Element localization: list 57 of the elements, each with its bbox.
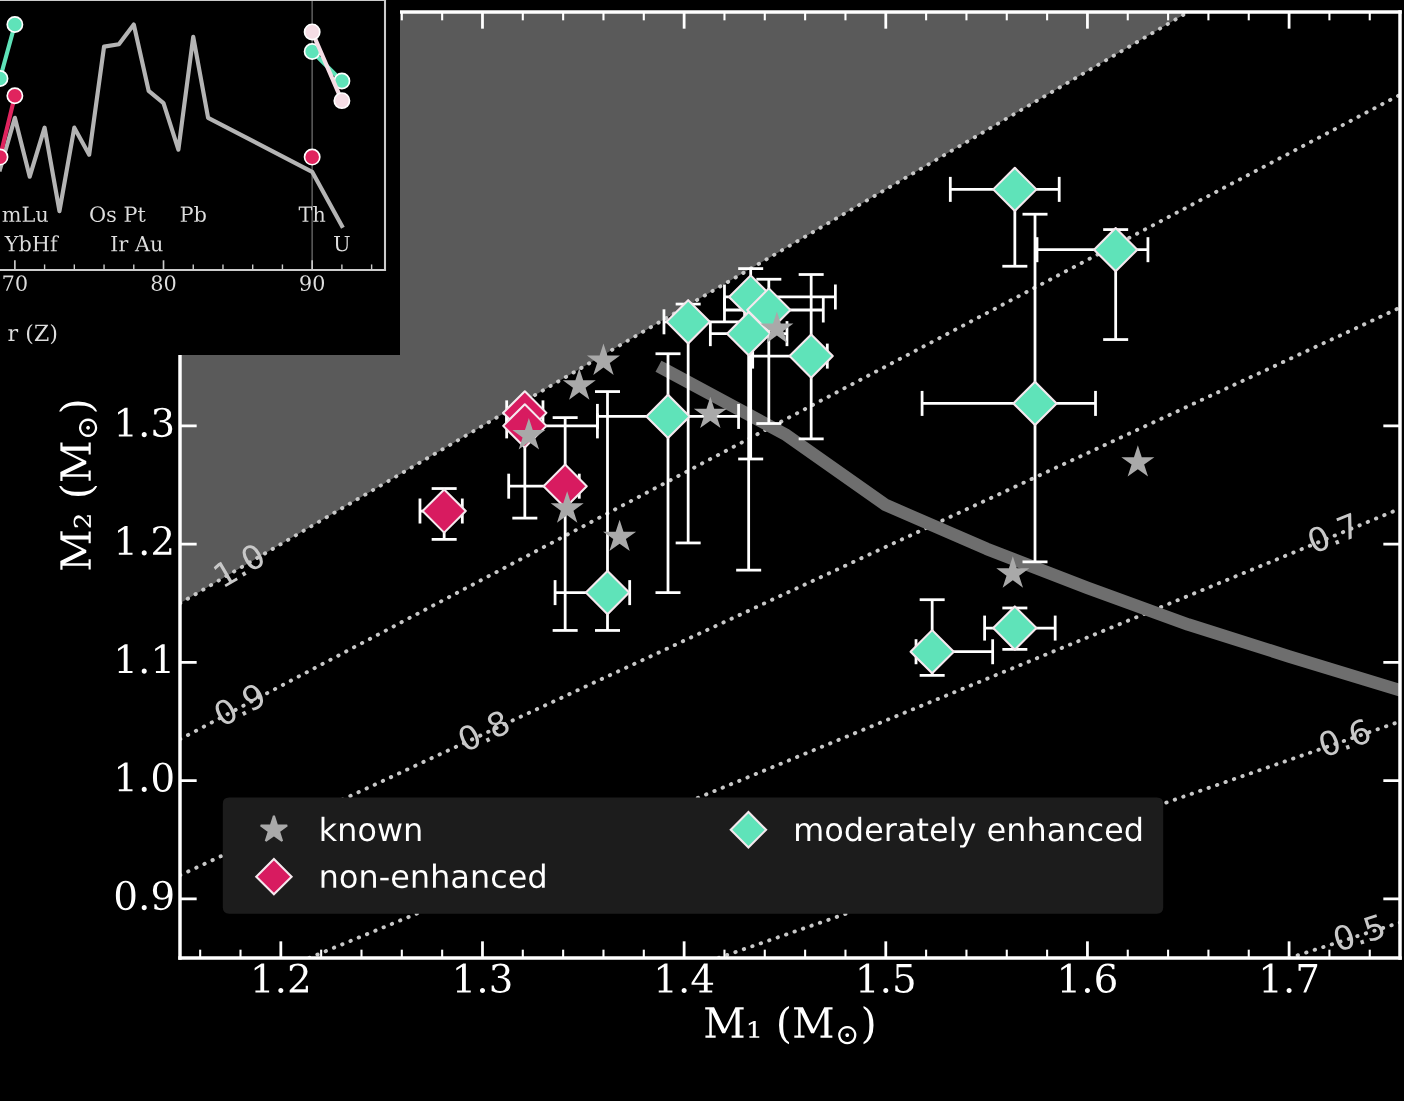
legend-label: known — [321, 816, 421, 842]
y-tick-label: 1.2 — [118, 525, 172, 556]
legend-label: moderately enhanced — [796, 816, 1142, 848]
text: 1.0 — [212, 542, 267, 588]
x-tick-label: 1.7 — [1262, 963, 1318, 993]
point — [6, 16, 24, 34]
y-tick-label: 1.0 — [118, 762, 173, 792]
y-axis-title: M₂ (M$_{⊙}$) — [59, 401, 98, 570]
point — [992, 166, 1038, 213]
point — [909, 629, 955, 675]
x-tick-label: 70 — [3, 275, 27, 291]
point — [6, 87, 24, 105]
point — [645, 393, 691, 440]
x-axis-title: M₁ (M$_{⊙}$) — [705, 1006, 874, 1045]
point — [421, 488, 467, 534]
point — [1093, 227, 1139, 273]
legend-label: non-enhanced — [321, 863, 545, 889]
annotation: Th — [298, 205, 326, 222]
text: 0.7 — [1306, 512, 1361, 554]
x-tick-label: 1.2 — [254, 963, 308, 993]
annotation: Ir Au — [111, 236, 163, 252]
point — [996, 556, 1030, 588]
point — [586, 343, 620, 375]
text: 0.5 — [1332, 913, 1386, 952]
point — [333, 92, 351, 110]
point — [760, 311, 794, 343]
point — [693, 396, 727, 429]
text: 0.8 — [456, 709, 512, 753]
point — [1012, 380, 1058, 427]
point — [665, 299, 711, 345]
x-tick-label: 1.6 — [1061, 963, 1116, 993]
text: 0.9 — [212, 681, 267, 727]
point — [992, 605, 1038, 651]
text: 0.6 — [1317, 717, 1372, 758]
x-tick-label: 1.4 — [657, 963, 714, 993]
annotation: U — [334, 236, 350, 252]
annotation: Pb — [180, 205, 206, 223]
x-tick-label: 1.5 — [859, 963, 914, 993]
y-tick-label: 1.3 — [118, 407, 173, 438]
point — [303, 148, 321, 166]
annotation: YbHf — [4, 235, 59, 252]
y-tick-label: 0.9 — [115, 880, 173, 911]
y-tick-label: 1.1 — [118, 644, 170, 674]
x-tick-label: 90 — [300, 275, 325, 291]
annotation: Os Pt — [90, 206, 146, 223]
x-tick-label: 80 — [151, 275, 176, 291]
point — [303, 23, 321, 41]
point — [584, 569, 631, 616]
annotation: mLu — [2, 206, 48, 223]
point — [603, 519, 637, 552]
point — [1121, 445, 1155, 477]
point — [788, 333, 834, 379]
point — [303, 43, 321, 61]
x-tick-label: 1.3 — [456, 963, 511, 993]
point — [550, 491, 584, 523]
x-axis-title: r (Z) — [8, 324, 57, 345]
point — [562, 368, 596, 400]
